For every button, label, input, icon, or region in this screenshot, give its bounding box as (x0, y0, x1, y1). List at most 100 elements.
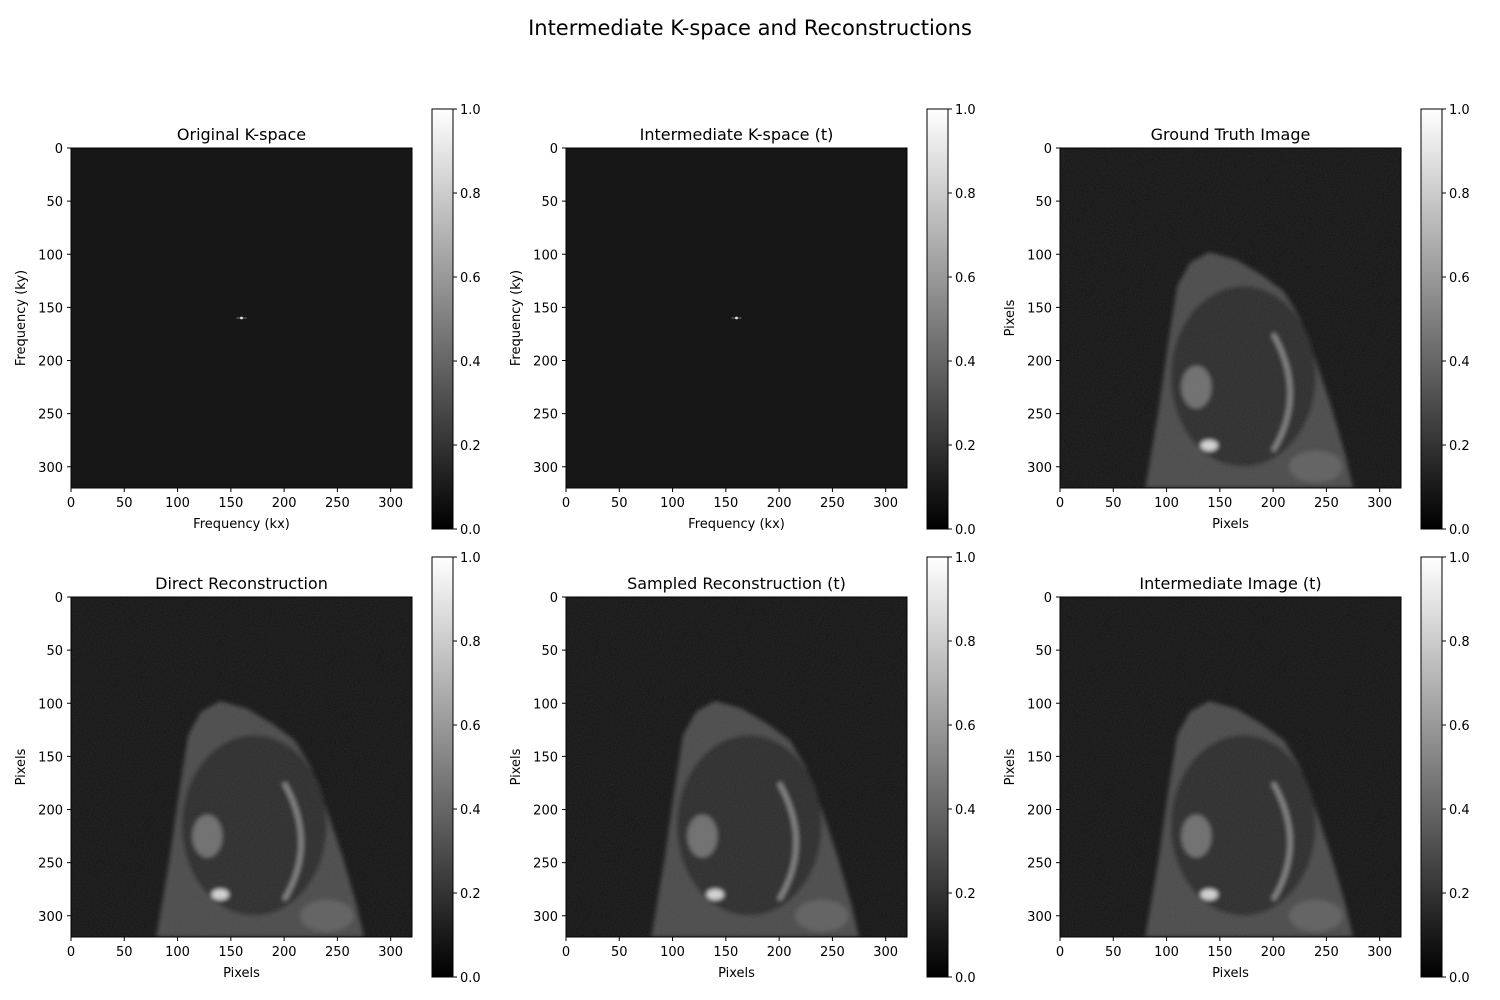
colorbar-tick-label: 0.4 (460, 355, 481, 370)
x-axis-label: Pixels (718, 966, 755, 981)
colorbar-gradient (1420, 556, 1443, 978)
y-tick-label: 300 (533, 910, 558, 925)
colorbar-tick-label: 0.2 (460, 439, 481, 454)
colorbar-tick-label: 0.8 (460, 187, 481, 202)
y-axis-label: Frequency (ky) (14, 270, 29, 366)
y-tick-label: 300 (1027, 910, 1052, 925)
x-tick-label: 300 (378, 945, 403, 960)
colorbar-tick-label: 0.0 (1449, 523, 1470, 538)
y-tick-label: 100 (533, 248, 558, 263)
x-tick-label: 250 (325, 496, 350, 511)
colorbar: 0.0 0.2 0.4 0.6 0.8 1.0 (431, 103, 481, 538)
colorbar-tick-label: 0.8 (1449, 187, 1470, 202)
colorbar-tick-label: 1.0 (1449, 103, 1470, 118)
colorbar-tick-label: 0.4 (1449, 355, 1470, 370)
colorbar-tick-label: 0.6 (460, 719, 481, 734)
y-tick-label: 100 (1027, 248, 1052, 263)
x-tick-label: 200 (767, 945, 792, 960)
y-tick-label: 50 (46, 644, 63, 659)
x-axis-label: Pixels (1212, 966, 1249, 981)
colorbar-tick-label: 1.0 (460, 551, 481, 566)
y-tick-label: 250 (38, 408, 63, 423)
x-axis-label: Frequency (kx) (193, 517, 290, 532)
x-tick-label: 250 (820, 496, 845, 511)
x-tick-label: 0 (562, 945, 570, 960)
x-tick-label: 50 (611, 945, 628, 960)
colorbar-tick-label: 0.8 (1449, 635, 1470, 650)
x-tick-label: 150 (218, 496, 243, 511)
subplot-title: Original K-space (177, 125, 306, 144)
axes-frame (1059, 596, 1402, 938)
x-tick-label: 50 (116, 945, 133, 960)
y-tick-label: 100 (533, 697, 558, 712)
x-tick-label: 0 (1056, 496, 1064, 511)
subplot-3: Ground Truth Image 0 50 100 150 200 250 300 0 50 1… (1003, 103, 1470, 538)
y-tick-label: 150 (533, 750, 558, 765)
colorbar-gradient (926, 556, 949, 978)
x-tick-label: 300 (873, 945, 898, 960)
subplot-title: Ground Truth Image (1151, 125, 1311, 144)
x-tick-label: 50 (116, 496, 133, 511)
y-tick-label: 250 (38, 857, 63, 872)
colorbar-tick-label: 0.8 (955, 635, 976, 650)
image-content (566, 597, 907, 937)
x-tick-label: 0 (562, 496, 570, 511)
colorbar-tick-label: 0.2 (1449, 439, 1470, 454)
x-axis-label: Pixels (1212, 517, 1249, 532)
y-tick-label: 150 (1027, 750, 1052, 765)
subplot-title: Sampled Reconstruction (t) (627, 574, 846, 593)
colorbar-gradient (926, 108, 949, 530)
kspace-center-peak (240, 316, 243, 320)
y-axis-label: Pixels (14, 748, 29, 785)
x-tick-label: 250 (1314, 496, 1339, 511)
colorbar-gradient (431, 556, 454, 978)
y-tick-label: 150 (38, 301, 63, 316)
x-tick-label: 250 (820, 945, 845, 960)
colorbar: 0.0 0.2 0.4 0.6 0.8 1.0 (926, 103, 976, 538)
y-tick-label: 200 (533, 355, 558, 370)
colorbar-tick-label: 0.4 (955, 803, 976, 818)
y-tick-label: 0 (1044, 591, 1052, 606)
y-tick-label: 50 (46, 195, 63, 210)
colorbar-tick-label: 1.0 (955, 103, 976, 118)
x-tick-label: 50 (611, 496, 628, 511)
x-tick-label: 0 (1056, 945, 1064, 960)
axes-frame (565, 147, 908, 489)
x-tick-label: 300 (1367, 496, 1392, 511)
y-tick-label: 300 (38, 910, 63, 925)
x-tick-label: 100 (1154, 496, 1179, 511)
subplot-title: Direct Reconstruction (155, 574, 328, 593)
y-tick-label: 50 (541, 195, 558, 210)
colorbar-tick-label: 0.0 (1449, 971, 1470, 986)
axes-frame (565, 596, 908, 938)
y-tick-label: 200 (38, 804, 63, 819)
colorbar-tick-label: 0.6 (955, 719, 976, 734)
colorbar-tick-label: 0.2 (955, 439, 976, 454)
y-tick-label: 50 (1035, 644, 1052, 659)
colorbar-tick-label: 0.2 (955, 887, 976, 902)
y-tick-label: 0 (550, 142, 558, 157)
colorbar-tick-label: 1.0 (1449, 551, 1470, 566)
y-tick-label: 150 (1027, 301, 1052, 316)
colorbar: 0.0 0.2 0.4 0.6 0.8 1.0 (1420, 551, 1470, 986)
x-tick-label: 150 (713, 945, 738, 960)
noise-layer (566, 597, 907, 937)
x-tick-label: 300 (873, 496, 898, 511)
colorbar-tick-label: 0.4 (460, 803, 481, 818)
y-axis-label: Pixels (509, 748, 524, 785)
x-tick-label: 250 (325, 945, 350, 960)
x-tick-label: 50 (1105, 945, 1122, 960)
colorbar-gradient (1420, 108, 1443, 530)
kspace-center-peak (735, 316, 738, 320)
y-tick-label: 300 (533, 461, 558, 476)
subplot-title: Intermediate Image (t) (1139, 574, 1321, 593)
y-axis-label: Frequency (ky) (509, 270, 524, 366)
colorbar-tick-label: 0.0 (955, 971, 976, 986)
y-tick-label: 50 (1035, 195, 1052, 210)
y-tick-label: 200 (1027, 355, 1052, 370)
image-content (1060, 597, 1401, 937)
colorbar: 0.0 0.2 0.4 0.6 0.8 1.0 (431, 551, 481, 986)
colorbar-tick-label: 0.4 (1449, 803, 1470, 818)
colorbar-tick-label: 0.6 (955, 271, 976, 286)
